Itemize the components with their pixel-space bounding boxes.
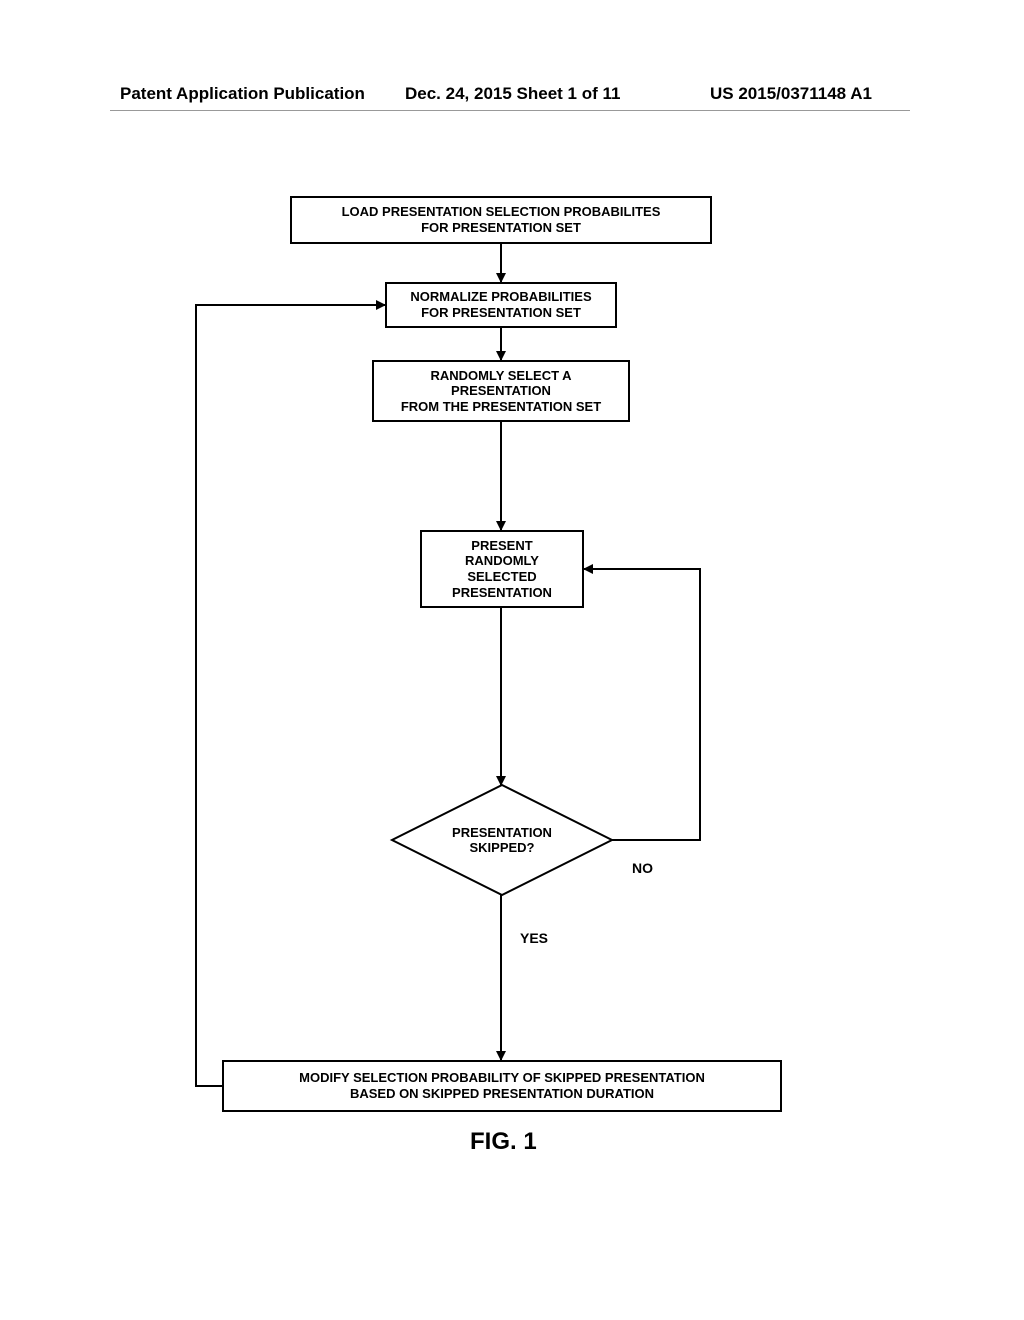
flowchart-edge-label: YES [520, 930, 548, 946]
flowchart-node: PRESENTRANDOMLYSELECTEDPRESENTATION [420, 530, 584, 608]
flowchart-canvas: LOAD PRESENTATION SELECTION PROBABILITES… [0, 0, 1024, 1320]
flowchart-node: RANDOMLY SELECT APRESENTATIONFROM THE PR… [372, 360, 630, 422]
flowchart-edge-label: NO [632, 860, 653, 876]
flowchart-node: LOAD PRESENTATION SELECTION PROBABILITES… [290, 196, 712, 244]
figure-label: FIG. 1 [470, 1128, 537, 1156]
flowchart-node: MODIFY SELECTION PROBABILITY OF SKIPPED … [222, 1060, 782, 1112]
flowchart-node: NORMALIZE PROBABILITIESFOR PRESENTATION … [385, 282, 617, 328]
